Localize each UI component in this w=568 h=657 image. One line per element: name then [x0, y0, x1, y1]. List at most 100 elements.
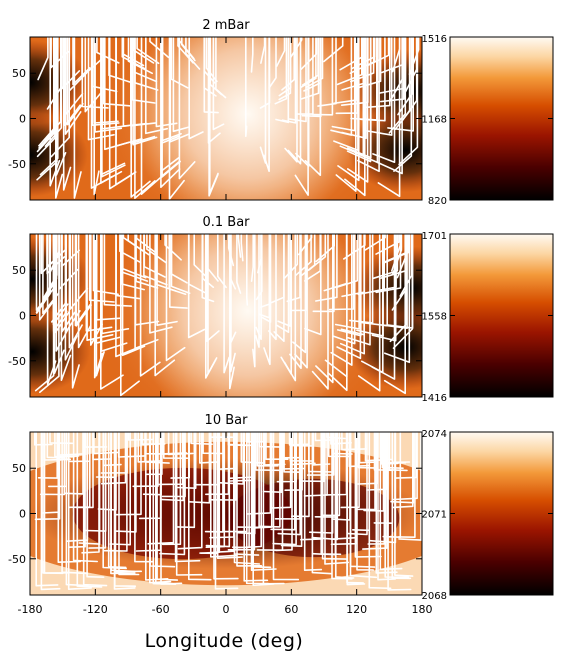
wind-arrow	[71, 234, 80, 389]
wind-arrow	[169, 37, 190, 143]
colorbar-max-label: 1516	[422, 34, 447, 45]
panel-2: 0.1 Bar 50 0 -50 1701 1558 1416	[8, 215, 554, 404]
wind-arrow	[176, 432, 197, 489]
wind-arrow	[227, 432, 256, 551]
wind-arrow	[268, 37, 277, 89]
wind-arrow	[326, 432, 346, 440]
colorbar-min-label: 2068	[422, 591, 447, 602]
wind-arrow	[188, 432, 211, 504]
panel-title: 0.1 Bar	[202, 215, 250, 230]
wind-arrow	[387, 234, 414, 329]
wind-arrow	[280, 432, 303, 547]
wind-arrow	[134, 37, 158, 83]
y-tick-label: -50	[8, 158, 26, 171]
wind-arrow	[132, 37, 158, 146]
wind-arrow	[140, 37, 162, 195]
wind-arrow	[74, 234, 91, 327]
wind-arrow	[149, 234, 173, 334]
wind-arrow	[346, 432, 366, 586]
wind-arrow	[55, 37, 64, 199]
wind-arrow	[275, 37, 286, 68]
wind-arrow	[321, 432, 348, 560]
wind-arrow	[134, 37, 156, 199]
wind-arrow	[145, 432, 163, 476]
wind-arrow	[346, 37, 372, 163]
wind-arrow	[77, 234, 92, 349]
wind-arrow	[275, 432, 293, 552]
wind-arrow	[240, 234, 244, 262]
colorbar	[449, 431, 554, 596]
wind-arrow	[206, 234, 219, 282]
wind-arrow	[104, 37, 130, 151]
wind-arrow	[215, 37, 227, 99]
wind-arrow	[149, 37, 170, 59]
hot-spot	[130, 37, 366, 200]
wind-arrow	[159, 432, 186, 556]
wind-arrow	[175, 432, 203, 576]
wind-arrow	[205, 37, 218, 83]
wind-arrow	[288, 37, 307, 123]
wind-arrow	[245, 37, 248, 137]
wind-arrow	[178, 37, 196, 180]
wind-arrow	[175, 432, 196, 529]
wind-arrow	[35, 432, 59, 587]
wind-arrow	[193, 234, 208, 279]
temperature-map	[30, 432, 422, 595]
wind-arrow	[286, 234, 301, 303]
wind-arrow	[49, 37, 61, 187]
wind-arrow	[304, 234, 322, 336]
wind-arrow	[81, 432, 100, 554]
wind-arrow	[87, 37, 115, 141]
wind-arrow	[38, 234, 56, 321]
wind-arrow	[256, 432, 279, 467]
wind-arrow	[314, 432, 335, 442]
wind-arrow	[283, 432, 302, 473]
wind-arrow	[250, 37, 254, 73]
wind-arrow	[49, 432, 74, 445]
wind-arrow	[132, 37, 155, 64]
wind-arrow	[118, 432, 140, 576]
wind-arrow	[164, 234, 182, 261]
wind-arrow	[348, 432, 371, 468]
wind-arrow	[161, 432, 186, 498]
wind-arrow	[207, 37, 221, 144]
wind-arrow	[260, 234, 271, 308]
wind-arrow	[217, 432, 237, 470]
wind-arrow	[299, 234, 316, 278]
wind-arrow	[36, 37, 55, 153]
wind-arrow	[39, 37, 59, 176]
wind-arrow	[259, 37, 267, 164]
wind-arrow	[178, 37, 195, 60]
wind-arrow	[66, 37, 84, 126]
y-tick-label: 0	[19, 508, 26, 521]
x-tick-label: -180	[18, 603, 43, 616]
wind-arrow	[134, 432, 154, 563]
wind-arrow	[303, 432, 323, 571]
colorbar-min-label: 1416	[422, 393, 447, 404]
wind-arrow	[378, 37, 407, 94]
wind-arrow	[101, 37, 126, 178]
wind-arrow	[377, 432, 397, 581]
wind-arrow	[149, 432, 176, 568]
wind-arrow	[214, 432, 239, 590]
wind-arrow	[121, 234, 149, 282]
wind-arrow	[260, 37, 266, 64]
wind-arrow	[236, 234, 242, 294]
wind-arrow	[272, 432, 300, 581]
x-axis-label: Longitude (deg)	[145, 630, 304, 652]
wind-arrow	[292, 234, 307, 354]
wind-arrow	[66, 432, 89, 542]
wind-arrow	[390, 432, 415, 504]
wind-arrow	[304, 37, 322, 176]
colorbar-max-label: 1701	[422, 231, 447, 242]
wind-arrow	[380, 234, 407, 279]
wind-arrow	[230, 234, 237, 343]
wind-arrow	[401, 37, 418, 122]
wind-arrow	[332, 432, 358, 540]
wind-arrow	[361, 234, 384, 374]
wind-arrow	[323, 37, 344, 63]
wind-arrow	[160, 432, 183, 585]
wind-arrow	[339, 234, 365, 355]
y-tick-label: -50	[8, 355, 26, 368]
